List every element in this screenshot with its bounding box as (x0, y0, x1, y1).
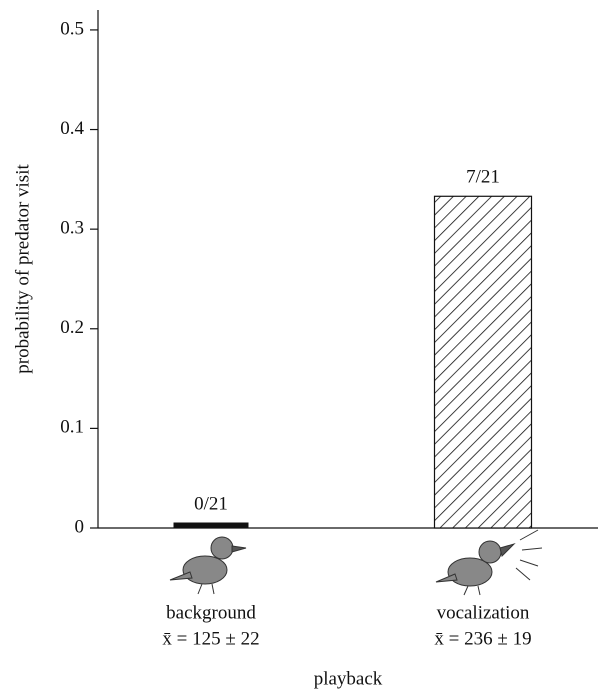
x-axis-label: playback (314, 668, 383, 689)
y-tick-label: 0.3 (60, 218, 84, 239)
bar (435, 196, 532, 528)
x-tick-label: vocalization (437, 602, 530, 623)
value-label: 7/21 (466, 167, 500, 188)
y-tick-label: 0 (75, 516, 85, 537)
category-note: x̄ = 125 ± 22 (162, 628, 259, 649)
chart: probability of predator visit playback 0… (0, 0, 603, 691)
bar (174, 523, 248, 528)
y-axis-label: probability of predator visit (12, 164, 33, 374)
y-tick-label: 0.2 (60, 317, 84, 338)
bird-icon (436, 530, 542, 595)
value-label: 0/21 (194, 493, 228, 514)
category-note: x̄ = 236 ± 19 (434, 628, 531, 649)
y-tick-label: 0.1 (60, 417, 84, 438)
y-tick-label: 0.5 (60, 18, 84, 39)
bird-icon (170, 537, 246, 594)
x-tick-label: background (166, 602, 256, 623)
y-tick-label: 0.4 (60, 118, 84, 139)
